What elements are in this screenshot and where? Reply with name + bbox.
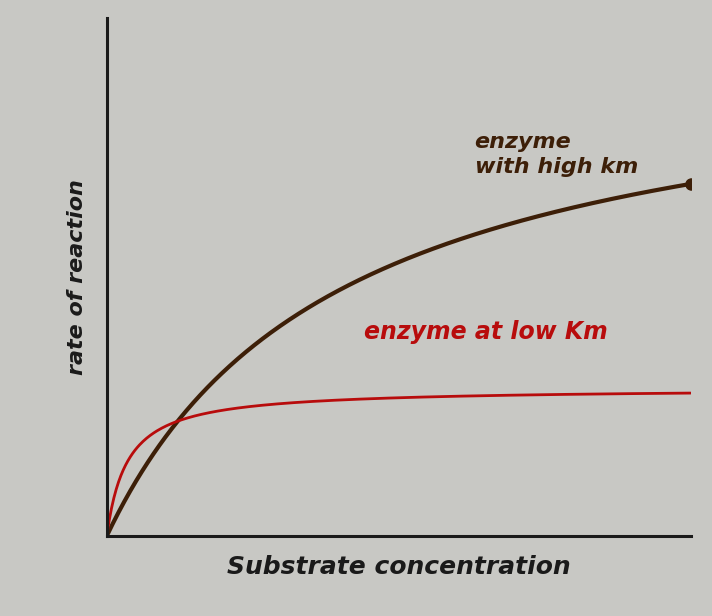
X-axis label: Substrate concentration: Substrate concentration (227, 556, 570, 580)
Y-axis label: rate of reaction: rate of reaction (68, 179, 88, 375)
Text: enzyme at low Km: enzyme at low Km (364, 320, 607, 344)
Text: enzyme
with high km: enzyme with high km (475, 132, 638, 177)
